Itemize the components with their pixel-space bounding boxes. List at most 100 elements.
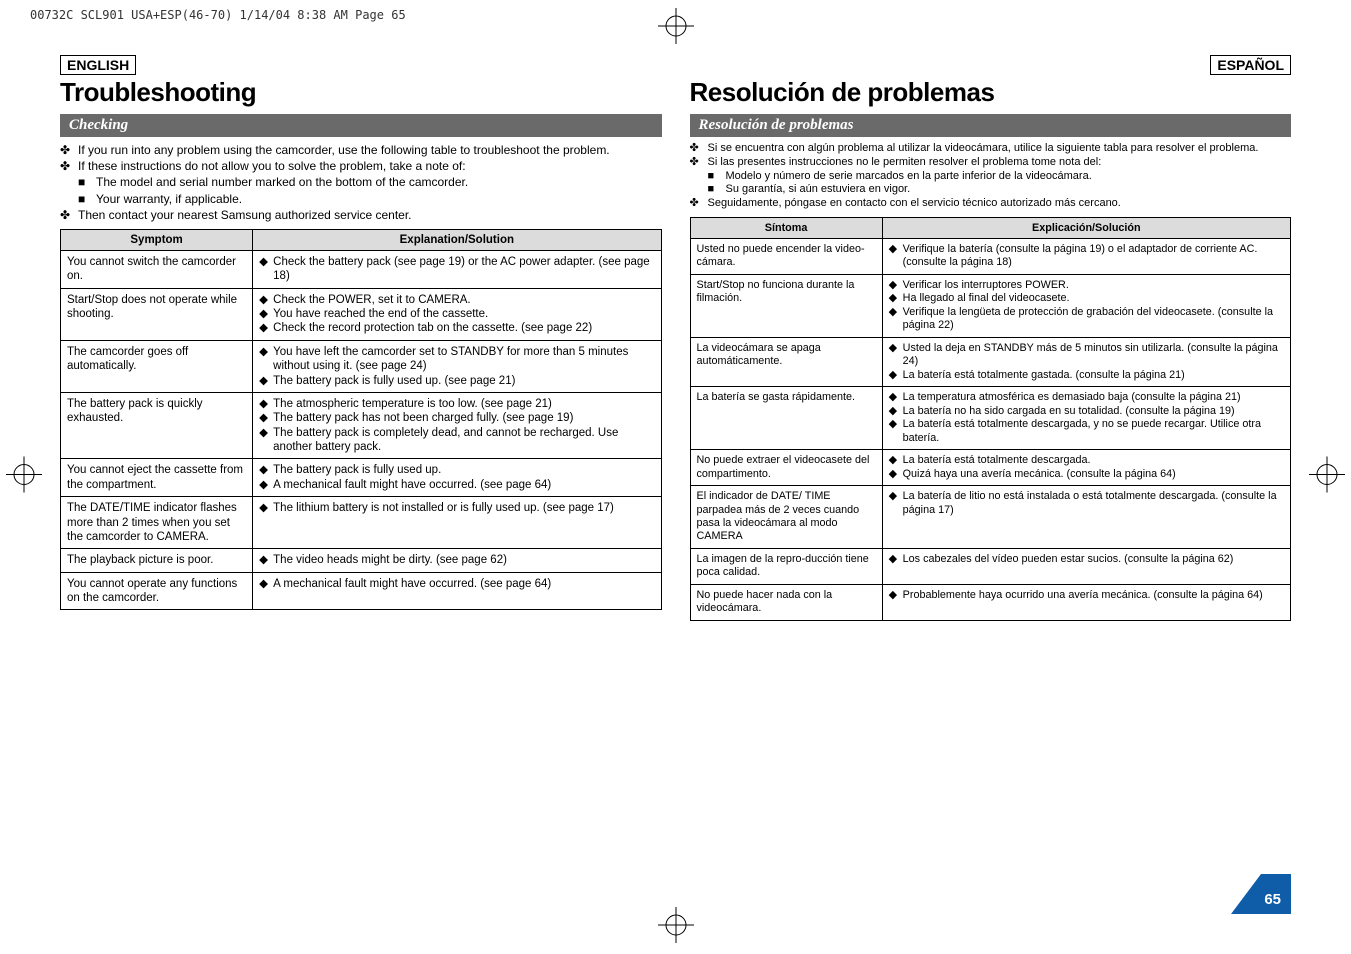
diamond-bullet-icon: ◆: [889, 405, 903, 418]
explanation-text: Check the POWER, set it to CAMERA.: [273, 293, 654, 307]
page-content: ENGLISH Troubleshooting Checking ✤If you…: [60, 55, 1291, 914]
explanation-text: Los cabezales del vídeo pueden estar suc…: [903, 553, 1284, 566]
diamond-bullet-icon: ◆: [889, 589, 903, 602]
intro-line: ✤Seguidamente, póngase en contacto con e…: [690, 197, 1292, 211]
intro-text: Si se encuentra con algún problema al ut…: [708, 142, 1292, 156]
explanation-cell: ◆Probablemente haya ocurrido una avería …: [882, 584, 1290, 620]
troubleshooting-table-english: Symptom Explanation/Solution You cannot …: [60, 229, 662, 611]
explanation-cell: ◆Usted la deja en STANDBY más de 5 minut…: [882, 337, 1290, 386]
explanation-text: Verificar los interruptores POWER.: [903, 279, 1284, 292]
explanation-cell: ◆You have left the camcorder set to STAN…: [253, 340, 661, 392]
table-row: Usted no puede encender la video-cámara.…: [690, 238, 1291, 274]
intro-text: Seguidamente, póngase en contacto con el…: [708, 197, 1292, 211]
explanation-text: La batería de litio no está instalada o …: [903, 490, 1284, 517]
symptom-cell: La imagen de la repro-ducción tiene poca…: [690, 548, 882, 584]
symptom-cell: You cannot switch the camcorder on.: [61, 250, 253, 288]
page-number-badge: 65: [1231, 874, 1291, 914]
explanation-text: Ha llegado al final del videocasete.: [903, 292, 1284, 305]
explanation-cell: ◆Verifique la batería (consulte la págin…: [882, 238, 1290, 274]
table-row: You cannot operate any functions on the …: [61, 572, 662, 610]
intro-line: ✤Si las presentes instrucciones no le pe…: [690, 156, 1292, 170]
diamond-bullet-icon: ◆: [889, 369, 903, 382]
diamond-bullet-icon: ◆: [889, 391, 903, 404]
diamond-bullet-icon: ◆: [889, 342, 903, 369]
intro-text: Su garantía, si aún estuviera en vigor.: [726, 183, 1292, 197]
explanation-text: The battery pack is fully used up. (see …: [273, 374, 654, 388]
explanation-text: A mechanical fault might have occurred. …: [273, 478, 654, 492]
scan-header: 00732C SCL901 USA+ESP(46-70) 1/14/04 8:3…: [30, 8, 406, 22]
diamond-bullet-icon: ◆: [259, 307, 273, 321]
explanation-text: The atmospheric temperature is too low. …: [273, 397, 654, 411]
flower-bullet-icon: ✤: [60, 207, 78, 223]
table-row: La videocámara se apaga automáticamente.…: [690, 337, 1291, 386]
symptom-cell: La batería se gasta rápidamente.: [690, 387, 882, 450]
flower-bullet-icon: ✤: [690, 142, 708, 156]
table-row: The battery pack is quickly exhausted.◆T…: [61, 392, 662, 459]
symptom-cell: Start/Stop does not operate while shooti…: [61, 288, 253, 340]
diamond-bullet-icon: ◆: [259, 501, 273, 515]
diamond-bullet-icon: ◆: [259, 397, 273, 411]
diamond-bullet-icon: ◆: [259, 293, 273, 307]
th-symptom: Symptom: [61, 229, 253, 250]
diamond-bullet-icon: ◆: [259, 426, 273, 455]
diamond-bullet-icon: ◆: [889, 306, 903, 333]
column-english: ENGLISH Troubleshooting Checking ✤If you…: [60, 55, 662, 914]
square-bullet-icon: ■: [60, 191, 96, 207]
registration-mark-left: [6, 457, 42, 498]
explanation-cell: ◆Check the POWER, set it to CAMERA.◆You …: [253, 288, 661, 340]
explanation-text: Check the battery pack (see page 19) or …: [273, 255, 654, 284]
table-row: Start/Stop does not operate while shooti…: [61, 288, 662, 340]
diamond-bullet-icon: ◆: [889, 454, 903, 467]
explanation-cell: ◆Verificar los interruptores POWER.◆Ha l…: [882, 274, 1290, 337]
square-bullet-icon: ■: [60, 174, 96, 190]
table-row: La imagen de la repro-ducción tiene poca…: [690, 548, 1291, 584]
language-label-english: ENGLISH: [60, 55, 136, 75]
symptom-cell: La videocámara se apaga automáticamente.: [690, 337, 882, 386]
intro-line: ■Su garantía, si aún estuviera en vigor.: [690, 183, 1292, 197]
intro-line: ■Modelo y número de serie marcados en la…: [690, 170, 1292, 184]
table-row: El indicador de DATE/ TIME parpadea más …: [690, 486, 1291, 549]
explanation-text: Check the record protection tab on the c…: [273, 321, 654, 335]
diamond-bullet-icon: ◆: [259, 255, 273, 284]
symptom-cell: El indicador de DATE/ TIME parpadea más …: [690, 486, 882, 549]
explanation-text: La temperatura atmosférica es demasiado …: [903, 391, 1284, 404]
diamond-bullet-icon: ◆: [889, 468, 903, 481]
diamond-bullet-icon: ◆: [259, 553, 273, 567]
symptom-cell: The playback picture is poor.: [61, 549, 253, 572]
intro-text: Your warranty, if applicable.: [96, 191, 662, 207]
explanation-text: Quizá haya una avería mecánica. (consult…: [903, 468, 1284, 481]
diamond-bullet-icon: ◆: [259, 478, 273, 492]
intro-line: ■Your warranty, if applicable.: [60, 191, 662, 207]
table-row: You cannot switch the camcorder on.◆Chec…: [61, 250, 662, 288]
intro-english: ✤If you run into any problem using the c…: [60, 142, 662, 223]
explanation-text: Usted la deja en STANDBY más de 5 minuto…: [903, 342, 1284, 369]
explanation-text: The battery pack is completely dead, and…: [273, 426, 654, 455]
explanation-cell: ◆La batería está totalmente descargada.◆…: [882, 450, 1290, 486]
square-bullet-icon: ■: [690, 183, 726, 197]
explanation-text: Verifique la lengüeta de protección de g…: [903, 306, 1284, 333]
intro-line: ✤If you run into any problem using the c…: [60, 142, 662, 158]
page-number: 65: [1264, 891, 1281, 908]
symptom-cell: Usted no puede encender la video-cámara.: [690, 238, 882, 274]
intro-text: Then contact your nearest Samsung author…: [78, 207, 662, 223]
symptom-cell: The battery pack is quickly exhausted.: [61, 392, 253, 459]
language-label-spanish: ESPAÑOL: [1210, 55, 1291, 75]
explanation-text: La batería está totalmente gastada. (con…: [903, 369, 1284, 382]
explanation-cell: ◆A mechanical fault might have occurred.…: [253, 572, 661, 610]
intro-line: ✤Then contact your nearest Samsung autho…: [60, 207, 662, 223]
explanation-text: A mechanical fault might have occurred. …: [273, 577, 654, 591]
diamond-bullet-icon: ◆: [889, 553, 903, 566]
registration-mark-right: [1309, 457, 1345, 498]
intro-text: Si las presentes instrucciones no le per…: [708, 156, 1292, 170]
diamond-bullet-icon: ◆: [259, 321, 273, 335]
diamond-bullet-icon: ◆: [889, 490, 903, 517]
symptom-cell: The DATE/TIME indicator flashes more tha…: [61, 497, 253, 549]
flower-bullet-icon: ✤: [60, 158, 78, 174]
explanation-text: La batería no ha sido cargada en su tota…: [903, 405, 1284, 418]
th-explicacion: Explicación/Solución: [882, 217, 1290, 238]
intro-line: ✤Si se encuentra con algún problema al u…: [690, 142, 1292, 156]
symptom-cell: You cannot eject the cassette from the c…: [61, 459, 253, 497]
subsection-bar-spanish: Resolución de problemas: [690, 114, 1292, 137]
explanation-text: La batería está totalmente descargada, y…: [903, 418, 1284, 445]
th-explanation: Explanation/Solution: [253, 229, 661, 250]
